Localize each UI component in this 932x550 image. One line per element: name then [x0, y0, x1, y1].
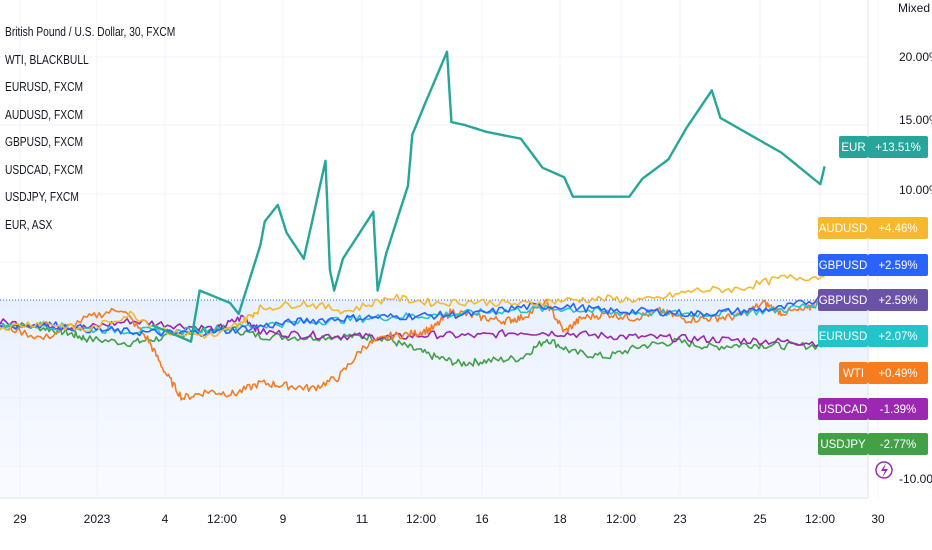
series-line-eur — [151, 50, 826, 343]
badge-label: AUDUSD — [819, 223, 868, 235]
legend-item[interactable]: British Pound / U.S. Dollar, 30, FXCM — [5, 25, 176, 39]
price-axis[interactable]: 20.00% 15.00% 10.00% -10.00% — [899, 50, 932, 486]
x-tick-label: 11 — [356, 512, 369, 526]
x-tick-label: 23 — [673, 512, 687, 526]
bolt-icon[interactable] — [875, 461, 893, 479]
x-tick-label: 12:00 — [207, 512, 237, 526]
legend-item[interactable]: WTI, BLACKBULL — [5, 52, 89, 67]
badge-audusd: AUDUSD +4.46% — [818, 217, 928, 239]
badge-label: USDJPY — [820, 439, 866, 451]
x-tick-label: 12:00 — [805, 512, 835, 526]
x-tick-label: 12:00 — [606, 512, 636, 526]
time-axis[interactable]: 29 2023 4 12:00 9 11 12:00 16 18 12:00 23 25 12:00 30 — [13, 512, 885, 526]
badge-label: GBPUSD — [819, 260, 868, 272]
badge-label: WTI — [843, 368, 864, 380]
badge-value: +2.59% — [878, 295, 917, 307]
badge-eur: EUR +13.51% — [839, 136, 928, 158]
x-tick-label: 30 — [871, 512, 885, 526]
badge-wti: WTI +0.49% — [839, 362, 928, 384]
badge-usdjpy: USDJPY -2.77% — [818, 433, 928, 455]
series-line-gbpusd — [0, 295, 826, 337]
legend-item[interactable]: EURUSD, FXCM — [5, 80, 84, 94]
badge-eurusd: EURUSD +2.07% — [818, 325, 928, 347]
y-tick-label: 20.00% — [899, 50, 932, 64]
legend-item[interactable]: USDJPY, FXCM — [5, 190, 79, 204]
x-tick-label: 25 — [753, 512, 767, 526]
badge-gbpusd: GBPUSD +2.59% — [818, 289, 928, 311]
y-tick-label: 10.00% — [899, 183, 932, 197]
y-tick-label: -10.00% — [899, 472, 932, 486]
badge-value: -1.39% — [880, 404, 916, 416]
x-tick-label: 18 — [553, 512, 567, 526]
badge-value: +0.49% — [878, 368, 917, 380]
badge-value: +2.07% — [878, 331, 917, 343]
x-tick-label: 4 — [162, 512, 169, 526]
badge-label: USDCAD — [819, 404, 868, 416]
series-line-wti — [0, 293, 826, 401]
series-group — [0, 50, 826, 401]
gbpusd-area-fill — [0, 300, 868, 498]
badge-gbpusd: GBPUSD +2.59% — [818, 254, 928, 276]
x-tick-label: 16 — [475, 512, 489, 526]
badge-value: +13.51% — [875, 142, 921, 154]
badge-usdcad: USDCAD -1.39% — [818, 398, 928, 420]
y-tick-label: 15.00% — [899, 113, 932, 127]
x-tick-label: 2023 — [84, 512, 111, 526]
badge-value: +2.59% — [878, 260, 917, 272]
badge-label: EURUSD — [819, 331, 868, 343]
badge-label: GBPUSD — [819, 295, 868, 307]
badge-label: EUR — [841, 142, 865, 154]
legend-item[interactable]: USDCAD, FXCM — [5, 162, 84, 177]
last-value-badges: EUR +13.51%AUDUSD +4.46%GBPUSD +2.59%GBPUSD… — [818, 136, 928, 455]
series-line-audusd — [0, 274, 825, 339]
x-tick-label: 12:00 — [406, 512, 436, 526]
legend-item[interactable]: GBPUSD, FXCM — [5, 135, 84, 149]
badge-value: +4.46% — [878, 223, 917, 235]
scale-mode-label[interactable]: Mixed — [898, 1, 930, 15]
badge-value: -2.77% — [880, 439, 916, 451]
series-line-usdjpy — [0, 322, 825, 367]
x-tick-label: 9 — [280, 512, 287, 526]
legend-item[interactable]: AUDUSD, FXCM — [5, 107, 84, 122]
legend-item[interactable]: EUR, ASX — [5, 217, 53, 232]
x-tick-label: 29 — [13, 512, 27, 526]
